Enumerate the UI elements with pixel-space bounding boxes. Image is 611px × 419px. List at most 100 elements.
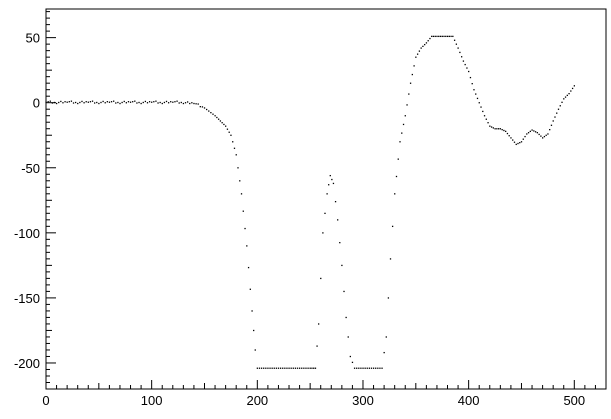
data-point bbox=[49, 100, 51, 102]
data-point bbox=[501, 128, 503, 131]
data-point bbox=[159, 101, 161, 104]
data-point bbox=[191, 102, 193, 104]
data-point bbox=[311, 367, 313, 369]
data-point bbox=[445, 35, 447, 38]
data-point bbox=[391, 225, 394, 228]
data-point bbox=[279, 367, 282, 369]
data-point bbox=[337, 219, 339, 221]
data-point bbox=[228, 131, 230, 133]
data-point bbox=[538, 133, 540, 136]
data-point bbox=[457, 47, 459, 49]
data-point bbox=[353, 367, 356, 369]
data-point bbox=[534, 131, 537, 133]
data-point bbox=[256, 367, 259, 369]
data-point bbox=[370, 367, 373, 369]
data-point bbox=[265, 367, 267, 369]
data-point bbox=[460, 56, 463, 58]
data-point bbox=[529, 130, 531, 133]
data-point bbox=[301, 367, 303, 369]
data-point bbox=[401, 132, 403, 134]
data-point bbox=[104, 102, 106, 104]
data-point bbox=[510, 137, 512, 139]
data-point bbox=[399, 141, 401, 143]
data-point bbox=[503, 129, 505, 132]
data-point bbox=[322, 232, 324, 234]
data-point bbox=[394, 193, 396, 195]
data-point bbox=[506, 132, 509, 135]
data-point bbox=[549, 128, 551, 131]
data-point bbox=[148, 101, 151, 103]
data-point bbox=[294, 367, 297, 369]
data-point bbox=[542, 137, 544, 139]
data-point bbox=[324, 212, 326, 215]
data-point bbox=[62, 102, 64, 104]
data-point bbox=[91, 100, 94, 102]
data-point bbox=[263, 367, 265, 369]
data-point bbox=[138, 101, 140, 104]
data-point bbox=[51, 102, 54, 104]
data-point bbox=[533, 130, 535, 132]
x-tick-label: 100 bbox=[141, 393, 163, 408]
data-point bbox=[381, 367, 383, 369]
data-point bbox=[217, 118, 220, 120]
data-point bbox=[469, 76, 472, 79]
x-tick-label: 300 bbox=[352, 393, 374, 408]
data-point bbox=[464, 63, 466, 66]
data-point bbox=[436, 35, 438, 38]
data-point bbox=[221, 122, 223, 124]
data-point bbox=[408, 93, 410, 95]
data-point bbox=[132, 101, 134, 103]
data-point bbox=[531, 129, 533, 131]
data-point bbox=[180, 101, 182, 104]
data-point bbox=[72, 102, 75, 104]
data-point bbox=[418, 50, 421, 52]
data-point bbox=[438, 35, 440, 38]
data-point bbox=[288, 367, 290, 369]
data-point bbox=[434, 35, 436, 38]
data-point bbox=[368, 367, 371, 369]
data-point bbox=[351, 361, 354, 364]
data-point bbox=[379, 367, 381, 369]
data-point bbox=[210, 111, 212, 114]
data-point bbox=[334, 201, 337, 203]
data-point bbox=[475, 93, 477, 95]
x-tick-label: 500 bbox=[563, 393, 585, 408]
data-point bbox=[387, 297, 390, 299]
data-point bbox=[552, 120, 554, 122]
data-point bbox=[199, 106, 201, 108]
y-tick-label: -150 bbox=[14, 291, 40, 306]
data-point bbox=[219, 120, 222, 122]
data-point bbox=[431, 35, 433, 38]
data-point bbox=[329, 174, 331, 177]
data-point bbox=[416, 53, 419, 55]
data-point bbox=[267, 367, 269, 369]
data-point bbox=[119, 102, 121, 105]
data-point bbox=[385, 336, 387, 338]
data-point bbox=[98, 102, 100, 105]
data-point bbox=[453, 39, 456, 41]
data-point bbox=[123, 100, 125, 103]
data-point bbox=[362, 367, 364, 369]
data-point bbox=[570, 90, 572, 92]
data-point bbox=[153, 101, 155, 103]
data-point bbox=[443, 35, 445, 38]
data-point bbox=[536, 132, 539, 134]
data-point bbox=[53, 101, 56, 104]
data-point bbox=[505, 130, 507, 133]
data-point bbox=[83, 102, 85, 104]
data-point bbox=[174, 101, 176, 103]
data-point bbox=[395, 175, 398, 178]
data-point bbox=[208, 110, 210, 112]
data-point bbox=[343, 290, 345, 293]
data-point bbox=[146, 102, 149, 104]
data-point bbox=[74, 101, 77, 104]
data-point bbox=[508, 135, 510, 137]
data-point bbox=[258, 367, 261, 369]
x-tick-label: 0 bbox=[42, 393, 49, 408]
data-point bbox=[471, 83, 473, 85]
data-point bbox=[242, 210, 244, 212]
data-point bbox=[47, 101, 49, 103]
data-point bbox=[328, 184, 330, 186]
data-point bbox=[494, 128, 496, 130]
data-point bbox=[298, 367, 301, 369]
